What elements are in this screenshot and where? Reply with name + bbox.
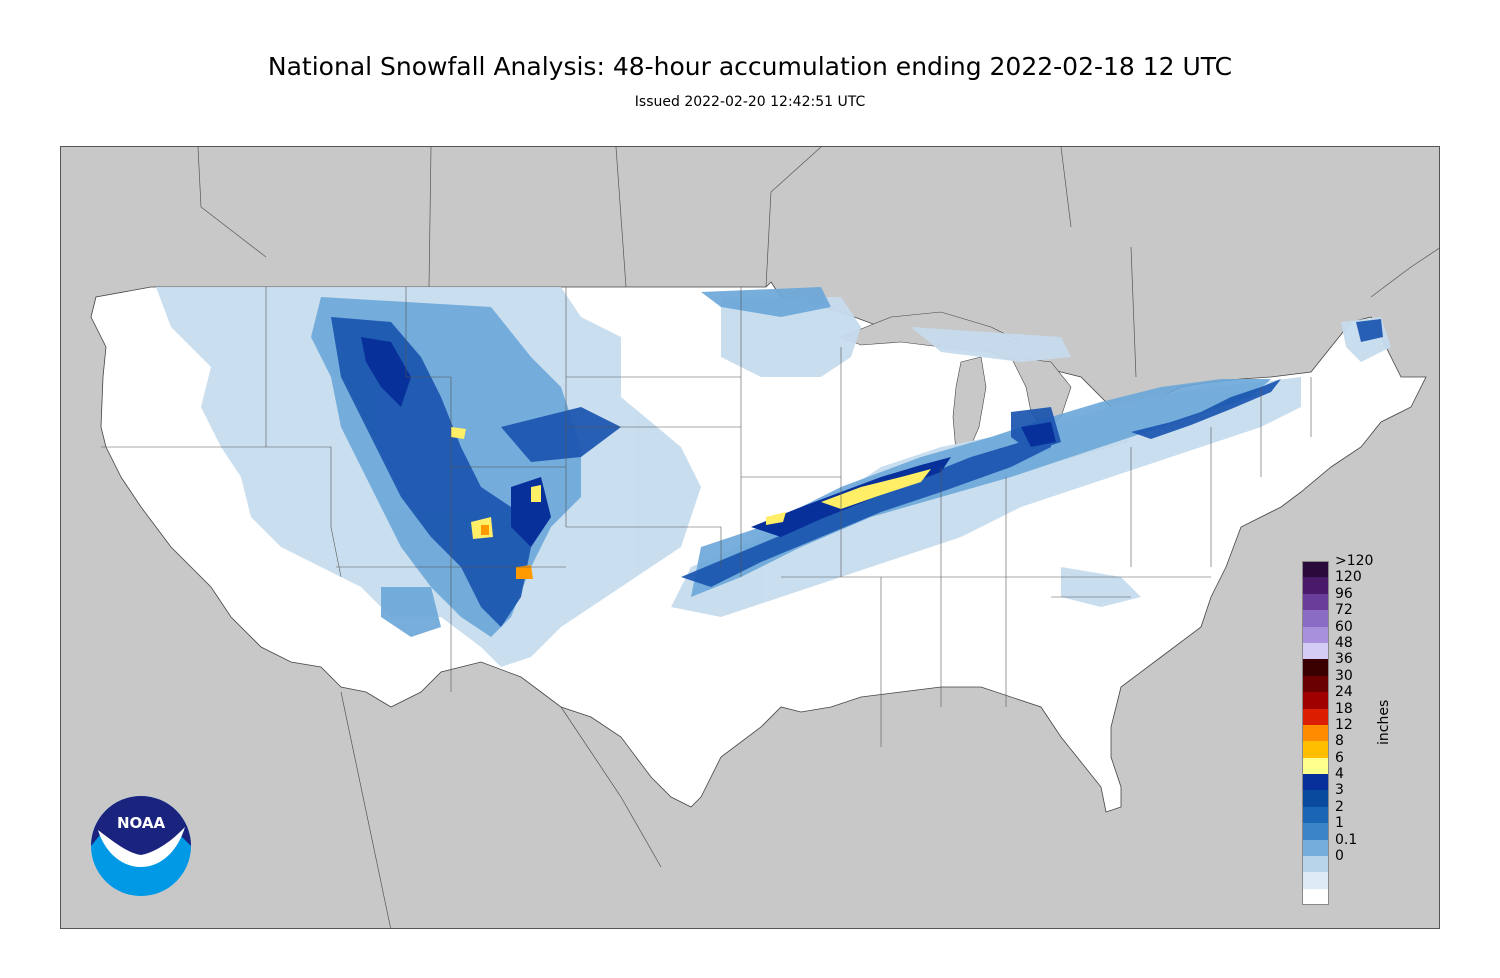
legend-swatch bbox=[1302, 872, 1329, 889]
gulf-of-mexico bbox=[661, 787, 1111, 928]
noaa-logo: NOAA bbox=[90, 795, 192, 897]
legend-label: 60 bbox=[1335, 618, 1353, 635]
country-borders bbox=[197, 147, 1439, 928]
legend-label: 8 bbox=[1335, 733, 1344, 750]
legend-swatch bbox=[1302, 839, 1329, 857]
legend-label: 48 bbox=[1335, 634, 1353, 651]
state-borders bbox=[101, 287, 1312, 747]
legend-label: 6 bbox=[1335, 749, 1344, 766]
legend-swatch bbox=[1302, 790, 1329, 807]
legend-swatch bbox=[1302, 888, 1329, 906]
legend-label: 24 bbox=[1335, 684, 1353, 701]
legend-label: 18 bbox=[1335, 700, 1353, 717]
legend-label: >120 bbox=[1335, 553, 1374, 569]
legend-swatch bbox=[1302, 626, 1329, 643]
orange-snow bbox=[481, 525, 533, 579]
legend-label: 36 bbox=[1335, 651, 1353, 668]
legend-label: 3 bbox=[1335, 782, 1344, 799]
legend-swatch bbox=[1302, 741, 1329, 758]
legend-swatch bbox=[1302, 823, 1329, 840]
legend-label: 4 bbox=[1335, 766, 1344, 783]
legend-label: 0.1 bbox=[1335, 831, 1358, 848]
legend-labels: >120 120 96 72 60 48 36 30 24 18 12 8 6 4 3 2 1 0.1 0 bbox=[1335, 553, 1373, 864]
legend-label: 12 bbox=[1335, 716, 1353, 733]
legend-swatch bbox=[1302, 692, 1329, 709]
issued-timestamp: Issued 2022-02-20 12:42:51 UTC bbox=[634, 94, 866, 110]
noaa-logo-icon: NOAA bbox=[91, 796, 191, 896]
legend-label: 72 bbox=[1335, 602, 1353, 619]
legend-swatch bbox=[1302, 724, 1329, 742]
legend-swatch bbox=[1302, 774, 1329, 791]
units-label: inches bbox=[1376, 699, 1392, 745]
legend-swatch bbox=[1302, 675, 1329, 693]
legend-swatch bbox=[1302, 856, 1329, 873]
snowfall-map[interactable] bbox=[60, 146, 1440, 929]
legend-swatch bbox=[1302, 610, 1329, 627]
map-title: National Snowfall Analysis: 48-hour accu… bbox=[267, 52, 1233, 81]
legend-label: 96 bbox=[1335, 585, 1353, 602]
heavy-snow bbox=[331, 317, 1383, 627]
legend-label: 30 bbox=[1335, 667, 1353, 684]
legend-label: 0 bbox=[1335, 848, 1344, 865]
legend-label: 120 bbox=[1335, 569, 1362, 586]
noaa-logo-text: NOAA bbox=[117, 814, 166, 832]
legend-swatch bbox=[1302, 593, 1329, 611]
legend-label: 2 bbox=[1335, 798, 1344, 815]
legend-swatch bbox=[1302, 577, 1329, 594]
legend-swatch bbox=[1302, 561, 1329, 578]
legend-swatch bbox=[1302, 806, 1329, 824]
legend-label: 1 bbox=[1335, 815, 1344, 832]
legend-swatch bbox=[1302, 659, 1329, 676]
pacific-ocean bbox=[61, 237, 361, 928]
legend-swatch bbox=[1302, 642, 1329, 660]
color-legend bbox=[1302, 561, 1329, 906]
legend-swatch bbox=[1302, 708, 1329, 725]
map-canvas bbox=[61, 147, 1439, 928]
legend-swatch bbox=[1302, 757, 1329, 775]
